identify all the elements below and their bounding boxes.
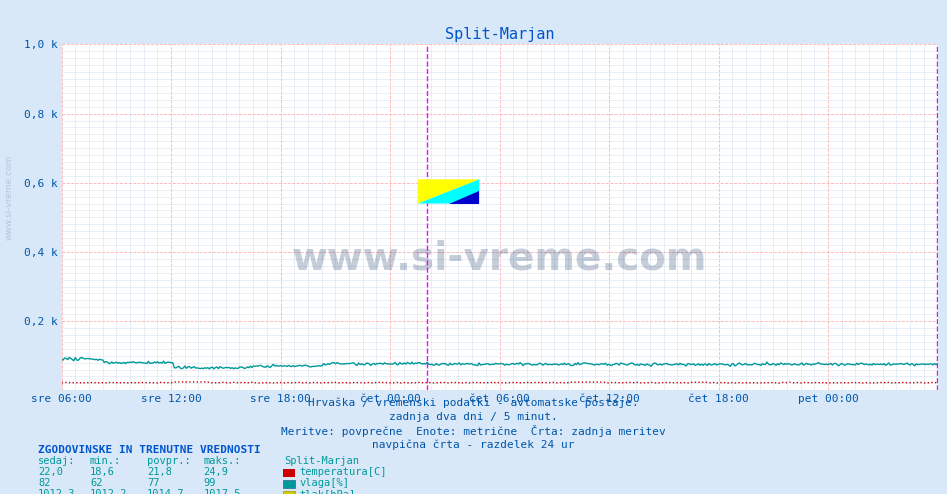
Text: 18,6: 18,6: [90, 467, 115, 477]
Text: tlak[hPa]: tlak[hPa]: [299, 489, 355, 494]
Title: Split-Marjan: Split-Marjan: [445, 27, 554, 42]
Text: 1017,5: 1017,5: [204, 489, 241, 494]
Polygon shape: [449, 192, 479, 204]
Text: Hrvaška / vremenski podatki - avtomatske postaje.: Hrvaška / vremenski podatki - avtomatske…: [308, 398, 639, 408]
Text: vlaga[%]: vlaga[%]: [299, 478, 349, 488]
Text: 22,0: 22,0: [38, 467, 63, 477]
Text: ZGODOVINSKE IN TRENUTNE VREDNOSTI: ZGODOVINSKE IN TRENUTNE VREDNOSTI: [38, 446, 260, 455]
Text: 82: 82: [38, 478, 50, 488]
Text: Split-Marjan: Split-Marjan: [284, 456, 359, 466]
Text: 77: 77: [147, 478, 159, 488]
Text: min.:: min.:: [90, 456, 121, 466]
Text: 1012,3: 1012,3: [38, 489, 76, 494]
Text: 62: 62: [90, 478, 102, 488]
Text: www.si-vreme.com: www.si-vreme.com: [292, 240, 707, 278]
Text: Meritve: povprečne  Enote: metrične  Črta: zadnja meritev: Meritve: povprečne Enote: metrične Črta:…: [281, 425, 666, 437]
Text: www.si-vreme.com: www.si-vreme.com: [5, 155, 14, 240]
Text: 24,9: 24,9: [204, 467, 228, 477]
Text: navpična črta - razdelek 24 ur: navpična črta - razdelek 24 ur: [372, 439, 575, 450]
Polygon shape: [418, 179, 479, 204]
Text: 1012,2: 1012,2: [90, 489, 128, 494]
Polygon shape: [418, 179, 479, 204]
Text: povpr.:: povpr.:: [147, 456, 190, 466]
Text: 21,8: 21,8: [147, 467, 171, 477]
Text: sedaj:: sedaj:: [38, 456, 76, 466]
Text: temperatura[C]: temperatura[C]: [299, 467, 386, 477]
Text: 99: 99: [204, 478, 216, 488]
Text: maks.:: maks.:: [204, 456, 241, 466]
Text: 1014,7: 1014,7: [147, 489, 185, 494]
Text: zadnja dva dni / 5 minut.: zadnja dva dni / 5 minut.: [389, 412, 558, 421]
